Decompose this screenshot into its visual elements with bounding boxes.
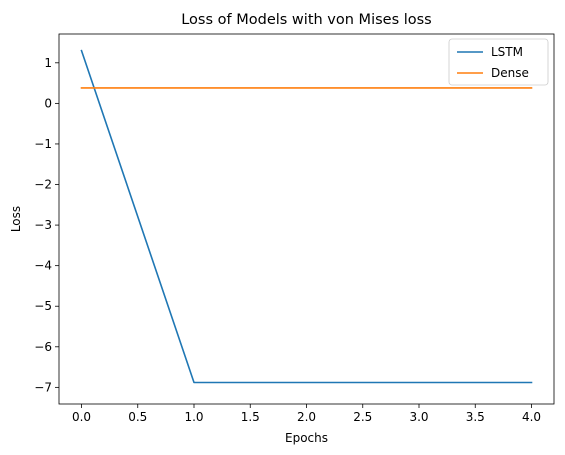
x-axis-label: Epochs (285, 431, 328, 445)
chart-title: Loss of Models with von Mises loss (181, 12, 432, 28)
plot-area (58, 33, 555, 405)
y-tick-label: −5 (34, 299, 52, 313)
y-tick-label: −4 (34, 259, 52, 273)
x-tick-label: 2.5 (353, 410, 372, 424)
x-tick-label: 1.0 (184, 410, 203, 424)
y-tick-label: −6 (34, 340, 52, 354)
plot-frame (58, 33, 555, 405)
y-tick-label: −7 (34, 380, 52, 394)
legend-label-dense: Dense (491, 66, 529, 80)
x-tick-label: 0.5 (128, 410, 147, 424)
x-tick-label: 4.0 (522, 410, 541, 424)
x-tick-label: 3.0 (409, 410, 428, 424)
legend-label-lstm: LSTM (491, 45, 523, 59)
y-tick-label: 0 (44, 96, 52, 110)
series-layer (80, 49, 533, 384)
y-tick-label: −1 (34, 137, 52, 151)
y-axis: 1 0 −1 −2 −3 −4 −5 −6 −7 (34, 56, 59, 394)
legend: LSTM Dense (448, 38, 549, 86)
x-tick-label: 1.5 (241, 410, 260, 424)
x-tick-label: 3.5 (466, 410, 485, 424)
x-axis: 0.0 0.5 1.0 1.5 2.0 2.5 3.0 3.5 4.0 (72, 404, 541, 424)
x-tick-label: 0.0 (72, 410, 91, 424)
x-tick-label: 2.0 (297, 410, 316, 424)
series-line-lstm (80, 49, 533, 384)
y-tick-label: −3 (34, 218, 52, 232)
y-tick-label: −2 (34, 178, 52, 192)
y-axis-label: Loss (9, 206, 23, 232)
y-tick-label: 1 (44, 56, 52, 70)
